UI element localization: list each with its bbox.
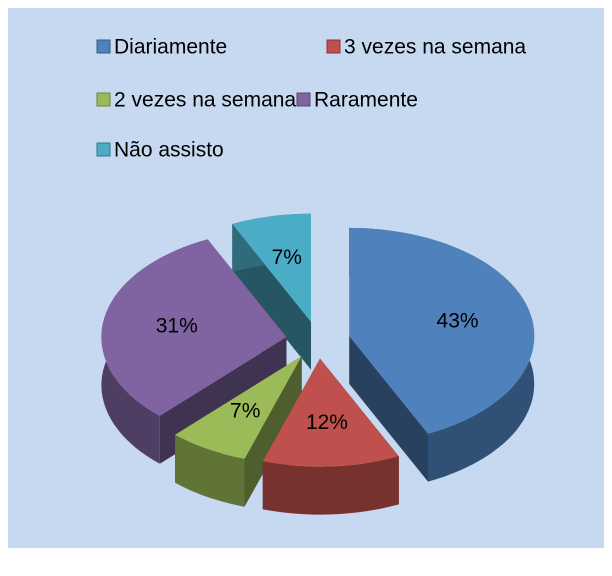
legend-swatch (96, 92, 111, 107)
legend-label: 2 vezes na semana (114, 89, 296, 112)
legend-swatch (96, 142, 111, 157)
slice-wall (349, 335, 428, 482)
slice (232, 213, 311, 322)
legend-swatch (326, 39, 341, 54)
slice (262, 358, 399, 467)
data-label: 7% (230, 399, 260, 422)
data-label: 31% (156, 314, 198, 337)
slice-side (175, 434, 245, 507)
data-label: 12% (306, 411, 348, 434)
legend-swatch (296, 92, 311, 107)
slice-side (262, 456, 399, 515)
data-label: 7% (272, 246, 302, 269)
legend-label: Raramente (314, 89, 418, 112)
legend-swatch (96, 39, 111, 54)
legend-label: Não assisto (114, 139, 224, 162)
legend-label: Diariamente (114, 36, 227, 59)
legend-label: 3 vezes na semana (344, 36, 526, 59)
slice (101, 239, 287, 416)
slice (175, 356, 302, 459)
slice (349, 227, 535, 434)
data-label: 43% (437, 309, 479, 332)
